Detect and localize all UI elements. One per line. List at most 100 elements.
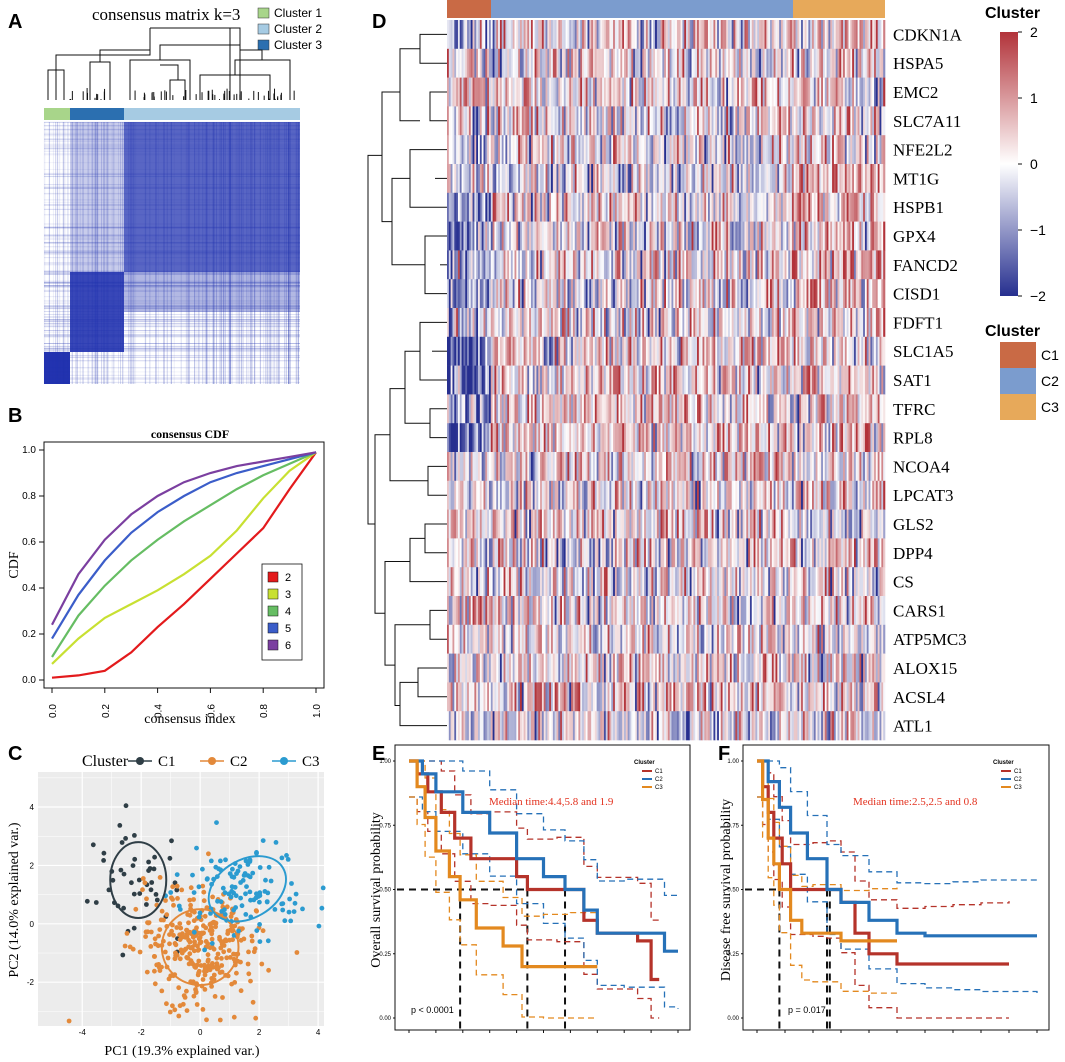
heatmap-cell [631,452,634,482]
heatmap-cell [832,452,835,482]
heatmap-cell [647,365,650,395]
heatmap-cell [624,192,627,222]
heatmap-cell [720,77,723,107]
heatmap-cell [651,423,654,453]
heatmap-cell [499,221,503,251]
heatmap-cell [782,452,785,482]
heatmap-cell [479,279,482,309]
heatmap-cell [647,250,650,280]
heatmap-cell [839,20,842,50]
heatmap-cell [766,77,769,107]
heatmap-cell [499,106,503,136]
heatmap-cell [715,106,718,136]
heatmap-cell [771,423,774,453]
heatmap-cell [706,308,709,338]
heatmap-cell [739,250,742,280]
heatmap-cell [527,336,530,366]
heatmap-cell [505,279,508,309]
heatmap-cell [817,77,820,107]
legend-label-cluster-3: Cluster 3 [274,38,322,52]
heatmap-cell [749,452,753,482]
heatmap-cell [574,77,577,107]
heatmap-cell [824,77,827,107]
heatmap-cell [467,394,470,424]
pca-point-c3 [218,858,223,864]
heatmap-cell [457,308,461,338]
heatmap-cell [540,106,543,136]
heatmap-cell [543,48,546,78]
heatmap-cell [861,164,864,194]
heatmap-cell [801,192,804,222]
heatmap-cell [589,77,592,107]
heatmap-cell [686,48,689,78]
heatmap-cell [797,365,800,395]
heatmap-cell [634,394,638,424]
heatmap-cell [468,336,472,366]
heatmap-cell [485,77,488,107]
heatmap-cell [686,452,689,482]
heatmap-cell [795,394,798,424]
heatmap-cell [762,135,765,165]
heatmap-cell [494,452,497,482]
heatmap-cell [530,365,534,395]
heatmap-cell [780,20,784,50]
heatmap-cell [463,77,466,107]
cdf-ytick-label: 0.8 [22,491,36,502]
heatmap-cell [447,77,450,107]
heatmap-cell [463,20,466,50]
heatmap-cell [666,20,669,50]
heatmap-cell [855,48,858,78]
heatmap-cell [525,77,528,107]
pca-point-c3 [231,874,237,880]
pca-point-c2 [173,942,179,948]
heatmap-cell [609,48,612,78]
heatmap-cell [483,336,486,366]
heatmap-cell [700,423,703,453]
heatmap-cell [574,480,577,510]
heatmap-cell [538,77,541,107]
heatmap-cell [499,48,503,78]
heatmap-cell [833,365,837,395]
pca-point-c2 [200,1007,206,1012]
heatmap-cell [479,250,482,280]
heatmap-cell [704,20,707,50]
heatmap-cell [530,221,534,251]
heatmap-cell [746,308,749,338]
heatmap-cell [861,336,864,366]
matrix-block [70,122,124,272]
heatmap-cell [492,250,495,280]
heatmap-cell [494,164,497,194]
heatmap-cell [583,48,587,78]
heatmap-cell [861,48,864,78]
heatmap-cell [751,20,754,50]
dendrogram-branch [55,28,151,100]
heatmap-cell [456,164,459,194]
heatmap-cell [819,279,822,309]
heatmap-cell [753,221,756,251]
heatmap-cell [682,365,685,395]
heatmap-cell [457,20,461,50]
heatmap-cell [640,192,643,222]
heatmap-cell [467,336,470,366]
heatmap-cell [801,336,804,366]
pca-point-c3 [223,857,228,863]
heatmap-cell [866,279,869,309]
heatmap-cell [717,48,720,78]
heatmap-cell [779,192,782,222]
heatmap-cell [841,394,844,424]
heatmap-cell [815,192,818,222]
heatmap-cell [465,164,468,194]
heatmap-cell [673,308,676,338]
heatmap-cell [450,480,453,510]
heatmap-cell [523,250,526,280]
heatmap-cell [742,452,745,482]
heatmap-cell [883,48,886,78]
heatmap-cell [791,452,795,482]
heatmap-cell [494,365,497,395]
heatmap-cell [680,423,683,453]
heatmap-cell [447,308,450,338]
heatmap-cell [583,365,587,395]
heatmap-cell [684,336,687,366]
heatmap-cell [791,164,795,194]
heatmap-cell [556,48,559,78]
